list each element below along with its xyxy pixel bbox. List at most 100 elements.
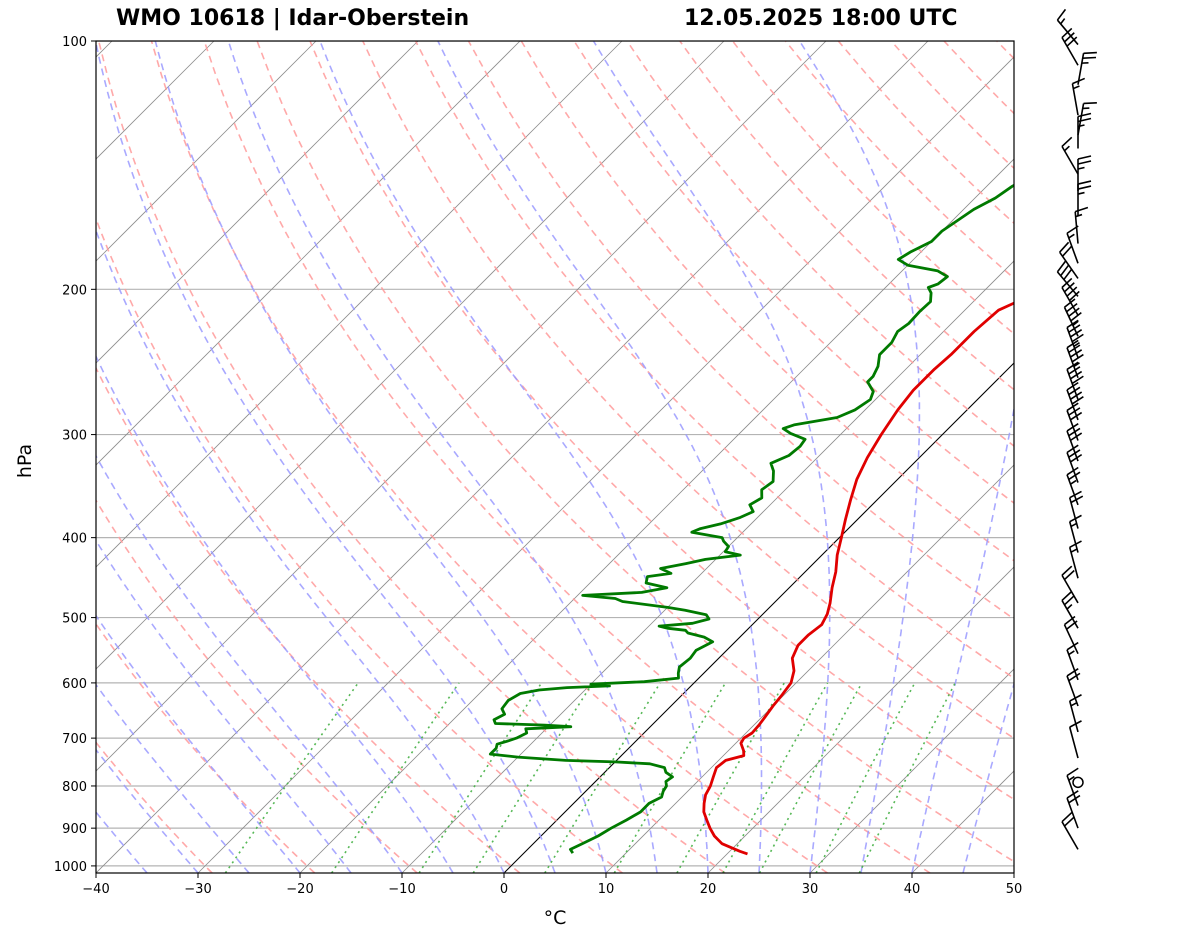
- wind-barb: [1066, 668, 1081, 707]
- isotherm: [1013, 872, 1014, 873]
- moist-adiabat: [96, 748, 199, 873]
- wind-barb-shaft: [1071, 83, 1079, 116]
- wind-barb-full: [1068, 794, 1081, 804]
- wind-barb-full: [1070, 329, 1083, 338]
- wind-barb-full: [1061, 565, 1073, 576]
- wind-barb-full: [1066, 361, 1079, 371]
- wind-barb: [1077, 112, 1092, 149]
- x-axis-title: °C: [544, 907, 567, 929]
- wind-barb-shaft: [1066, 775, 1079, 806]
- dry-adiabat: [96, 216, 623, 873]
- wind-barb-full: [1059, 241, 1070, 253]
- moist-adiabat: [96, 41, 556, 873]
- wind-barb: [1066, 790, 1081, 829]
- dry-adiabat: [97, 41, 726, 873]
- plot-border: [95, 40, 1015, 874]
- wind-barb-shaft: [1066, 797, 1079, 829]
- dry-adiabat: [256, 41, 1014, 863]
- wind-barb: [1068, 514, 1082, 553]
- isotherm: [197, 56, 1014, 873]
- plot-background-rect: [96, 41, 1014, 873]
- x-tick-label: 10: [598, 882, 615, 897]
- wind-barb: [1063, 298, 1082, 337]
- isotherm: [96, 41, 623, 568]
- moist-adiabat: [227, 41, 658, 873]
- wind-barb-full: [1066, 286, 1078, 297]
- wind-barb: [1061, 590, 1079, 629]
- moist-adiabat: [962, 681, 1014, 873]
- wind-barb-shaft: [1066, 410, 1079, 441]
- wind-barb: [1056, 260, 1079, 297]
- mixing-ratio-line: [815, 682, 916, 873]
- wind-barb-full: [1068, 386, 1081, 396]
- wind-barb-shaft: [1066, 452, 1079, 483]
- wind-barb: [1071, 77, 1086, 116]
- wind-barb-full: [1061, 277, 1073, 289]
- wind-barb-half: [1077, 124, 1085, 128]
- wind-barb-half: [1068, 233, 1075, 239]
- y-tick-label: 300: [62, 429, 87, 444]
- wind-barb-full: [1068, 449, 1081, 458]
- wind-barb: [1066, 423, 1083, 462]
- wind-barb-shaft: [1066, 347, 1079, 379]
- wind-barb-full: [1063, 32, 1075, 43]
- isotherm: [96, 41, 419, 364]
- wind-barb-half: [1073, 362, 1080, 368]
- wind-barb-half: [1060, 18, 1066, 25]
- wind-barb-shaft: [1077, 103, 1085, 136]
- zero-isotherm: [503, 362, 1014, 873]
- wind-barb-shaft: [1068, 700, 1079, 733]
- wind-barb-full: [1070, 495, 1084, 504]
- wind-barb-full: [1061, 812, 1073, 823]
- wind-barb-full: [1068, 307, 1080, 317]
- wind-barb: [1061, 812, 1079, 850]
- plot-background: [96, 41, 1014, 873]
- wind-barb-shaft: [1068, 726, 1079, 759]
- wind-barb-shaft: [1061, 574, 1079, 604]
- wind-barb-half: [1072, 320, 1079, 327]
- wind-barb-half: [1070, 548, 1078, 553]
- station-title: WMO 10618 | Idar-Oberstein: [116, 6, 470, 31]
- y-tick-label: 700: [62, 732, 87, 747]
- moist-adiabat: [96, 354, 454, 873]
- wind-barb-full: [1066, 620, 1078, 630]
- wind-barb: [1077, 101, 1097, 136]
- wind-barb-full: [1056, 8, 1067, 21]
- x-tick-label: −30: [184, 882, 211, 897]
- wind-barb-shaft: [1056, 271, 1079, 297]
- isotherms: [96, 41, 1014, 873]
- wind-barb-shaft: [1066, 369, 1079, 400]
- wind-barbs: [1056, 8, 1097, 850]
- x-tick-label: −10: [388, 882, 415, 897]
- mixing-ratio-line: [224, 682, 359, 873]
- x-tick-label: 50: [1006, 882, 1023, 897]
- wind-barb-full: [1069, 540, 1082, 549]
- wind-barb-full: [1069, 720, 1082, 728]
- wind-barb-full: [1063, 282, 1075, 293]
- wind-barb-full: [1061, 590, 1073, 602]
- wind-barb-half: [1070, 522, 1078, 528]
- temperature-line: [702, 301, 1014, 856]
- wind-barb-shaft: [1063, 624, 1079, 655]
- wind-barb-full: [1066, 767, 1079, 777]
- wind-barb-full: [1066, 302, 1078, 313]
- dry-adiabat: [573, 41, 1014, 505]
- wind-barb-full: [1070, 432, 1083, 442]
- wind-barb: [1068, 694, 1082, 733]
- wind-barb-full: [1063, 569, 1075, 581]
- mixing-ratio-line: [858, 682, 956, 873]
- mixing-ratio-line: [331, 682, 460, 873]
- wind-barb-half: [1068, 650, 1075, 656]
- moist-adiabats: [96, 41, 1014, 873]
- wind-barb-full: [1069, 490, 1082, 499]
- y-tick-label: 800: [62, 780, 87, 795]
- wind-barb-full: [1063, 595, 1075, 606]
- wind-barb-half: [1075, 213, 1083, 218]
- moist-adiabat: [96, 683, 250, 873]
- isotherm: [707, 566, 1014, 873]
- wind-barb-shaft: [1068, 521, 1079, 553]
- wind-barb-full: [1077, 155, 1092, 160]
- wind-barb: [1068, 540, 1082, 579]
- moist-adiabat: [96, 228, 505, 873]
- dry-adiabat: [467, 41, 1014, 621]
